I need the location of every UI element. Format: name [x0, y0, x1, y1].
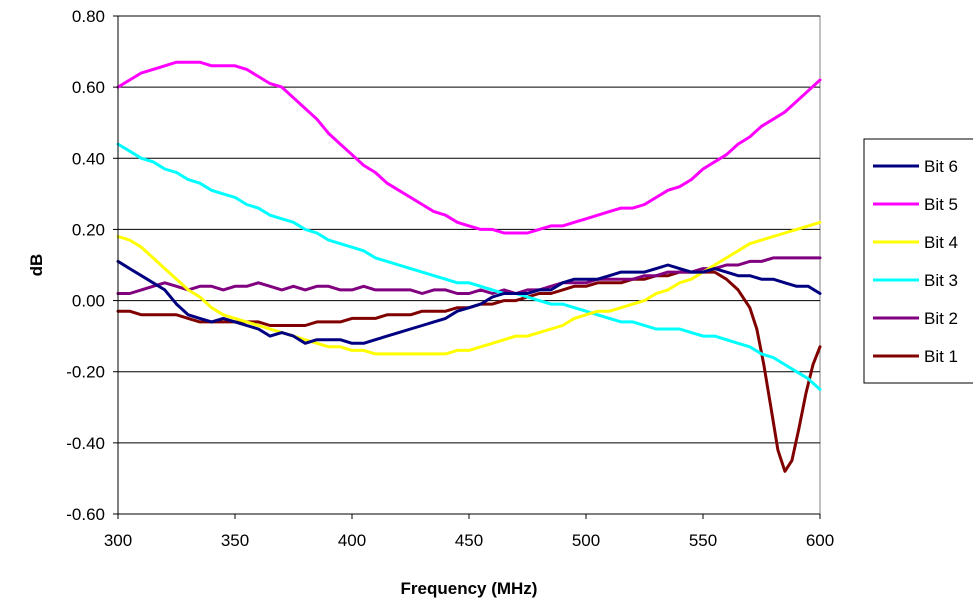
x-tick-label: 500: [572, 531, 600, 550]
y-tick-label: 0.00: [72, 292, 105, 311]
series-line-bit-6: [116, 259, 822, 345]
y-tick-label: 0.80: [72, 7, 105, 26]
x-tick-label: 350: [221, 531, 249, 550]
x-tick-label: 600: [806, 531, 834, 550]
y-tick-label: 0.40: [72, 149, 105, 168]
legend-label: Bit 3: [924, 271, 958, 290]
y-axis-ticks: -0.60 -0.40 -0.20 0.00 0.20 0.40 0.60 0.80: [66, 7, 118, 524]
series-line-bit-3: [116, 142, 822, 391]
x-tick-label: 450: [455, 531, 483, 550]
x-tick-label: 550: [689, 531, 717, 550]
x-axis-title: Frequency (MHz): [401, 579, 538, 598]
y-tick-label: -0.40: [66, 434, 105, 453]
legend: Bit 6 Bit 5 Bit 4 Bit 3 Bit 2 Bit 1: [863, 138, 973, 384]
plot-area: [117, 15, 821, 515]
legend-label: Bit 5: [924, 195, 958, 214]
legend-label: Bit 6: [924, 157, 958, 176]
x-tick-label: 300: [104, 531, 132, 550]
series-lines: [116, 60, 822, 473]
gridlines: [118, 15, 820, 444]
y-tick-label: -0.20: [66, 363, 105, 382]
series-line-bit-2: [116, 256, 822, 295]
y-tick-label: 0.20: [72, 220, 105, 239]
series-line-bit-5: [116, 60, 822, 235]
legend-box: [863, 138, 973, 384]
legend-label: Bit 4: [924, 233, 958, 252]
legend-label: Bit 2: [924, 309, 958, 328]
legend-label: Bit 1: [924, 347, 958, 366]
y-axis-title: dB: [27, 254, 46, 277]
y-tick-label: 0.60: [72, 78, 105, 97]
x-tick-label: 400: [338, 531, 366, 550]
y-tick-label: -0.60: [66, 505, 105, 524]
x-axis-ticks: 300 350 400 450 500 550 600: [104, 514, 834, 550]
